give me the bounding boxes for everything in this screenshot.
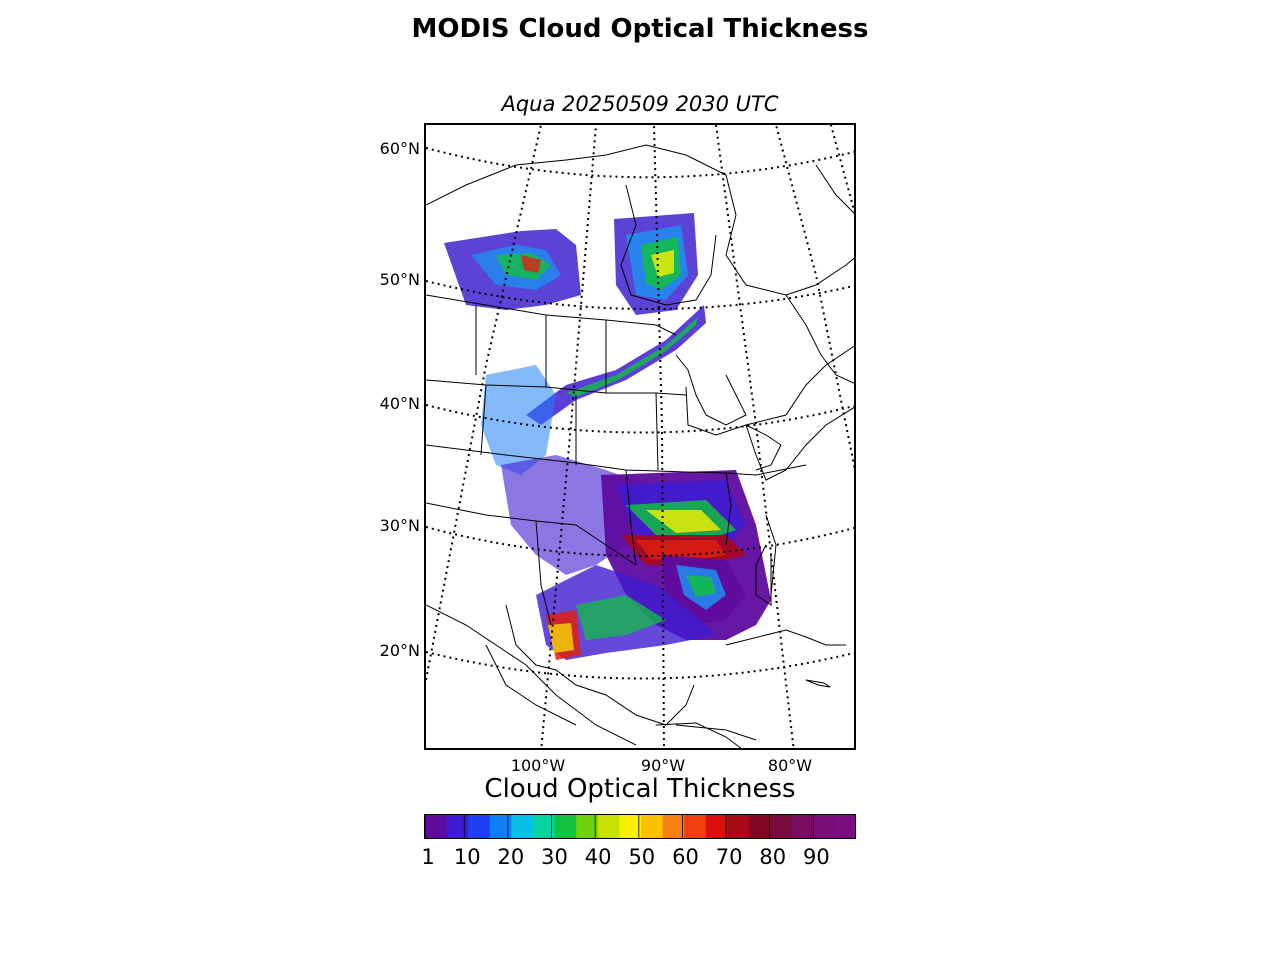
- colorbar-segment: [597, 815, 620, 838]
- colorbar-segment: [641, 815, 664, 838]
- lat-label-60n: 60°N: [379, 139, 420, 158]
- graticule-longitude: [426, 125, 854, 748]
- colorbar: [424, 814, 856, 839]
- colorbar-tick-label: 60: [672, 845, 699, 869]
- colorbar-segment: [705, 815, 728, 838]
- colorbar-segment: [662, 815, 685, 838]
- colorbar-segment: [813, 815, 836, 838]
- colorbar-segment: [468, 815, 491, 838]
- colorbar-segment: [533, 815, 556, 838]
- colorbar-segment: [835, 815, 855, 838]
- colorbar-tick-label: 30: [541, 845, 568, 869]
- colorbar-segment: [727, 815, 750, 838]
- lat-label-40n: 40°N: [379, 394, 420, 413]
- lon-label-90w: 90°W: [640, 756, 686, 775]
- colorbar-segment: [425, 815, 448, 838]
- lon-label-80w: 80°W: [767, 756, 813, 775]
- lon-label-100w: 100°W: [510, 756, 566, 775]
- colorbar-tick-label: 1: [421, 845, 435, 869]
- lat-label-20n: 20°N: [379, 641, 420, 660]
- colorbar-segment: [446, 815, 469, 838]
- colorbar-tick-label: 80: [759, 845, 787, 869]
- graticule-latitude: [426, 147, 854, 680]
- colorbar-label: Cloud Optical Thickness: [484, 774, 796, 804]
- colorbar-segment: [792, 815, 815, 838]
- colorbar-tick-label: 20: [497, 845, 525, 869]
- lat-label-30n: 30°N: [379, 516, 420, 535]
- colorbar-segment: [619, 815, 642, 838]
- colorbar-segment: [489, 815, 512, 838]
- colorbar-tick-label: 50: [628, 845, 656, 869]
- cloud-swaths: [444, 213, 771, 660]
- colorbar-segment: [749, 815, 772, 838]
- colorbar-gradient: [425, 815, 855, 838]
- colorbar-segment: [554, 815, 577, 838]
- colorbar-segment: [684, 815, 707, 838]
- colorbar-segment: [511, 815, 534, 838]
- colorbar-tick-label: 90: [802, 845, 830, 869]
- political-borders: [426, 294, 854, 748]
- lat-label-50n: 50°N: [379, 270, 420, 289]
- colorbar-segment: [576, 815, 599, 838]
- colorbar-tick-label: 70: [715, 845, 743, 869]
- coastlines: [426, 144, 854, 741]
- cloud-scatter-plains: [481, 365, 556, 475]
- colorbar-tick-label: 40: [584, 845, 612, 869]
- figure-title: MODIS Cloud Optical Thickness: [411, 14, 869, 44]
- colorbar-segment: [770, 815, 793, 838]
- figure-subtitle: Aqua 20250509 2030 UTC: [501, 92, 779, 116]
- map-panel: [424, 123, 856, 750]
- colorbar-tick-label: 10: [453, 845, 481, 869]
